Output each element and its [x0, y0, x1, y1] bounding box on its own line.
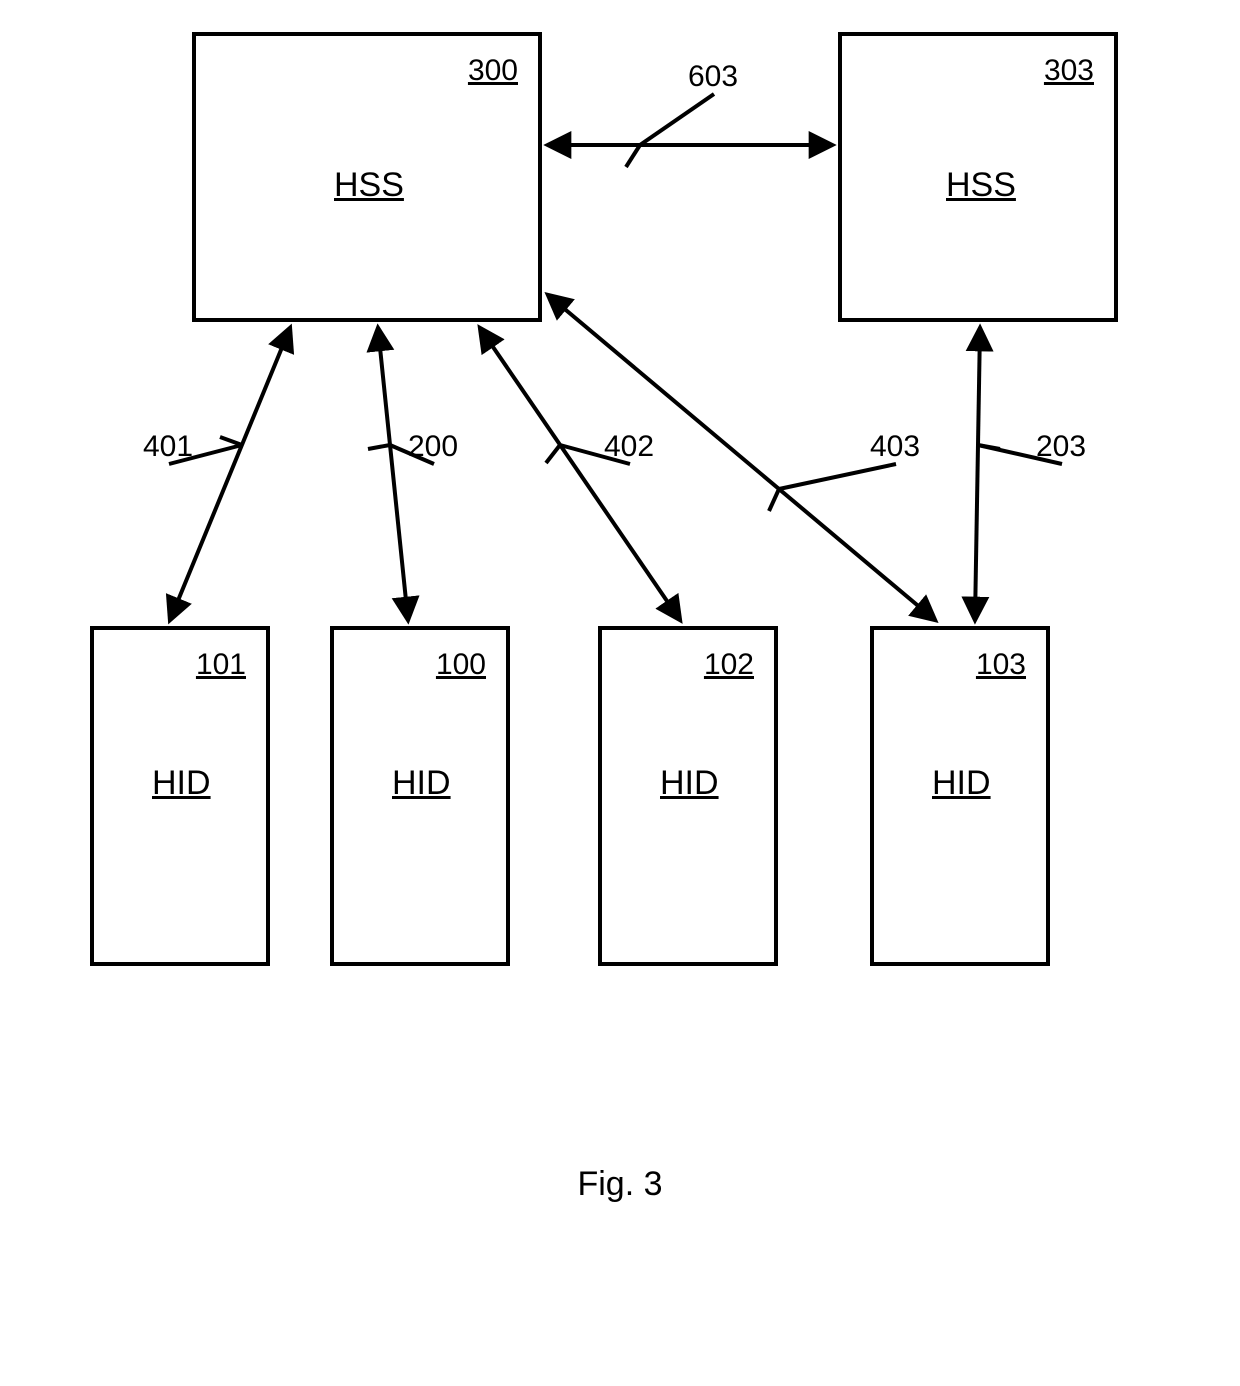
- hid101-box: 101 HID: [90, 626, 270, 966]
- figure-caption: Fig. 3: [0, 1165, 1240, 1204]
- edge-403-label: 403: [870, 430, 920, 464]
- hid100-box: 100 HID: [330, 626, 510, 966]
- hss303-box: 303 HSS: [838, 32, 1118, 322]
- hss300-label: HSS: [334, 166, 404, 205]
- edge-401-label: 401: [143, 430, 193, 464]
- hid103-label: HID: [932, 764, 991, 803]
- hid103-box: 103 HID: [870, 626, 1050, 966]
- hid101-label: HID: [152, 764, 211, 803]
- hid103-ref: 103: [976, 648, 1026, 682]
- edge-603-label: 603: [688, 60, 738, 94]
- edge-203-label: 203: [1036, 430, 1086, 464]
- hid101-ref: 101: [196, 648, 246, 682]
- hid100-label: HID: [392, 764, 451, 803]
- hid102-ref: 102: [704, 648, 754, 682]
- hid102-label: HID: [660, 764, 719, 803]
- hid100-ref: 100: [436, 648, 486, 682]
- hid102-box: 102 HID: [598, 626, 778, 966]
- hss300-box: 300 HSS: [192, 32, 542, 322]
- hss300-ref: 300: [468, 54, 518, 88]
- edge-200-label: 200: [408, 430, 458, 464]
- hss303-ref: 303: [1044, 54, 1094, 88]
- hss303-label: HSS: [946, 166, 1016, 205]
- edge-402-label: 402: [604, 430, 654, 464]
